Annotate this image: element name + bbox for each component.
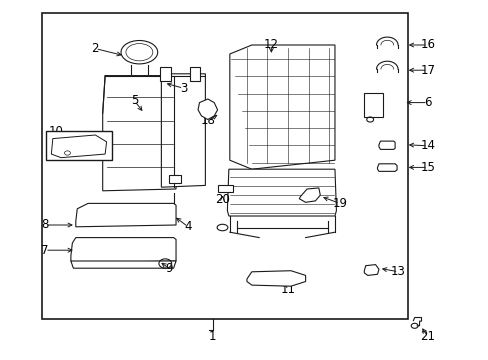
Text: 19: 19 <box>332 197 346 210</box>
Bar <box>41 13 407 319</box>
Bar <box>217 185 233 192</box>
Text: 13: 13 <box>390 265 405 278</box>
Text: 5: 5 <box>130 94 138 107</box>
Text: 12: 12 <box>264 39 278 51</box>
Polygon shape <box>102 76 176 191</box>
Text: 6: 6 <box>423 96 431 109</box>
Polygon shape <box>51 135 106 158</box>
Text: 2: 2 <box>91 42 99 55</box>
Text: 3: 3 <box>179 82 187 95</box>
Polygon shape <box>71 238 176 263</box>
Text: 11: 11 <box>281 283 295 296</box>
Polygon shape <box>229 45 334 169</box>
Text: 15: 15 <box>420 161 434 174</box>
Polygon shape <box>161 74 205 187</box>
Text: 8: 8 <box>41 219 49 231</box>
Bar <box>46 131 112 160</box>
Text: 18: 18 <box>200 114 215 127</box>
Bar <box>168 175 181 183</box>
Polygon shape <box>299 188 320 202</box>
Polygon shape <box>378 141 394 149</box>
Text: 10: 10 <box>49 125 63 138</box>
Bar <box>189 67 200 81</box>
Text: 1: 1 <box>208 330 216 343</box>
Text: 4: 4 <box>184 220 192 233</box>
Polygon shape <box>246 271 305 286</box>
Text: 9: 9 <box>164 262 172 275</box>
Polygon shape <box>198 99 217 120</box>
Bar <box>160 67 171 81</box>
Ellipse shape <box>121 40 157 64</box>
Text: 21: 21 <box>420 330 434 343</box>
Text: 16: 16 <box>420 39 434 51</box>
Polygon shape <box>76 203 176 227</box>
Polygon shape <box>227 169 336 216</box>
Text: 17: 17 <box>420 64 434 77</box>
Polygon shape <box>71 261 176 268</box>
Polygon shape <box>364 265 378 275</box>
Text: 14: 14 <box>420 139 434 152</box>
Polygon shape <box>377 164 396 171</box>
Bar <box>364 93 382 117</box>
Ellipse shape <box>217 224 227 231</box>
Text: 7: 7 <box>41 244 49 257</box>
Text: 20: 20 <box>215 193 229 206</box>
